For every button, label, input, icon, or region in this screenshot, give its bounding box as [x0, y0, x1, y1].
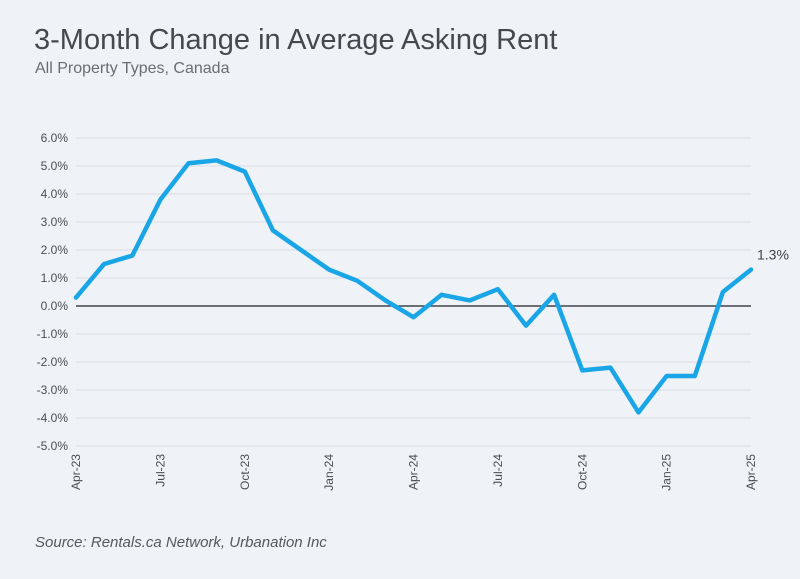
x-axis: Apr-23 Jul-23 Oct-23 Jan-24 Apr-24 Jul-24 Oct-… [69, 454, 758, 491]
data-point [468, 298, 472, 302]
chart-subtitle: All Property Types, Canada [35, 60, 230, 77]
data-point [749, 267, 753, 271]
end-value-label: 1.3% [757, 247, 789, 263]
x-tick-label: Apr-24 [407, 454, 421, 490]
data-point [74, 295, 78, 299]
x-tick-label: Apr-23 [69, 454, 83, 490]
data-point [636, 410, 640, 414]
data-point [383, 298, 387, 302]
x-tick-label: Jan-24 [322, 454, 336, 491]
y-tick-label: 2.0% [41, 243, 69, 257]
data-point [721, 290, 725, 294]
data-point [271, 228, 275, 232]
chart-title: 3-Month Change in Average Asking Rent [34, 24, 558, 56]
y-tick-label: 3.0% [41, 215, 69, 229]
y-tick-label: 6.0% [41, 131, 69, 145]
y-tick-label: 0.0% [41, 299, 69, 313]
y-tick-label: -3.0% [37, 383, 69, 397]
x-tick-label: Apr-25 [744, 454, 758, 490]
data-point [355, 279, 359, 283]
grid-layer [76, 137, 751, 447]
data-point [243, 169, 247, 173]
x-tick-label: Oct-23 [238, 454, 252, 490]
y-tick-label: 4.0% [41, 187, 69, 201]
series-layer [73, 158, 754, 415]
data-point [439, 293, 443, 297]
data-point [186, 161, 190, 165]
y-axis: 6.0% 5.0% 4.0% 3.0% 2.0% 1.0% 0.0% -1.0% -2.0% -3… [37, 131, 69, 453]
series-line [73, 158, 754, 415]
x-tick-label: Jul-23 [153, 454, 167, 487]
y-tick-label: 1.0% [41, 271, 69, 285]
x-tick-label: Jan-25 [660, 454, 674, 491]
data-point [524, 323, 528, 327]
data-point [552, 293, 556, 297]
data-point [608, 365, 612, 369]
data-point [299, 248, 303, 252]
x-tick-label: Jul-24 [491, 454, 505, 487]
data-point [130, 253, 134, 257]
data-point [580, 368, 584, 372]
data-point [102, 262, 106, 266]
data-point [664, 374, 668, 378]
data-point [158, 197, 162, 201]
data-point [496, 287, 500, 291]
source-note: Source: Rentals.ca Network, Urbanation I… [35, 534, 327, 551]
y-tick-label: -5.0% [37, 439, 69, 453]
x-tick-label: Oct-24 [575, 454, 589, 490]
annotation-layer: 1.3% [757, 247, 789, 263]
data-point [327, 267, 331, 271]
data-point [214, 158, 218, 162]
y-tick-label: -2.0% [37, 355, 69, 369]
data-point [411, 315, 415, 319]
y-tick-label: 5.0% [41, 159, 69, 173]
y-tick-label: -1.0% [37, 327, 69, 341]
data-point [693, 374, 697, 378]
y-tick-label: -4.0% [37, 411, 69, 425]
